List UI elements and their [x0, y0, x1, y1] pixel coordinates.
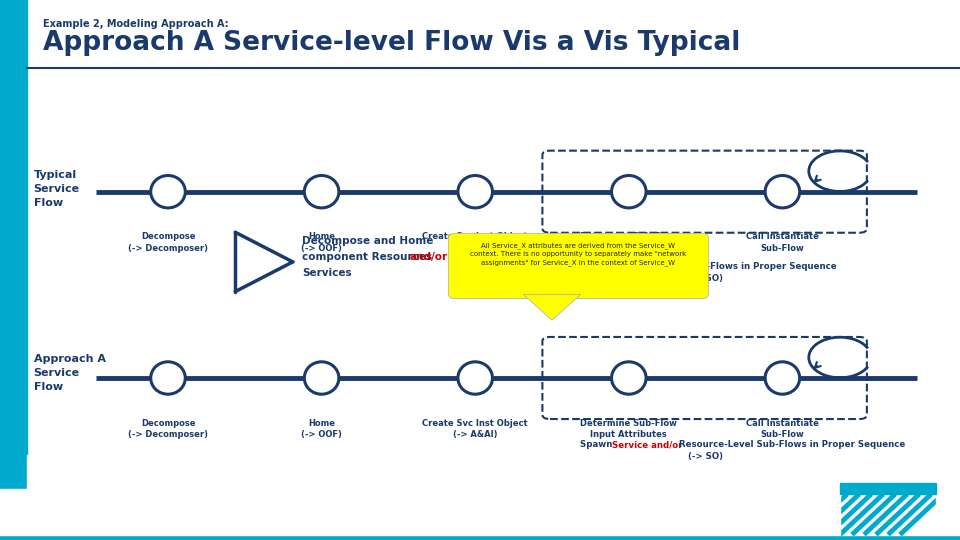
Ellipse shape [612, 362, 646, 394]
Ellipse shape [765, 176, 800, 208]
Bar [936, 489, 960, 535]
Text: Spawn Resource-Level Sub-Flows in Proper Sequence: Spawn Resource-Level Sub-Flows in Proper… [575, 262, 836, 271]
Text: Call Instantiate
Sub-Flow: Call Instantiate Sub-Flow [746, 418, 819, 439]
Text: Typical
Service
Flow: Typical Service Flow [34, 170, 80, 208]
Text: and/or: and/or [410, 252, 448, 262]
Text: Decompose
(-> Decomposer): Decompose (-> Decomposer) [128, 418, 208, 439]
Ellipse shape [151, 176, 185, 208]
Bar [840, 494, 936, 535]
Ellipse shape [304, 362, 339, 394]
Ellipse shape [765, 362, 800, 394]
Text: ■ THE: ■ THE [46, 506, 78, 515]
Text: Decompose and Home: Decompose and Home [302, 236, 434, 246]
Bar [27, 455, 960, 490]
Ellipse shape [151, 362, 185, 394]
Text: Call Instantiate
Sub-Flow: Call Instantiate Sub-Flow [746, 232, 819, 253]
Bar [0, 0, 27, 540]
Ellipse shape [458, 176, 492, 208]
Bar [840, 483, 936, 494]
Text: Determine Sub-Flow
Input Attributes: Determine Sub-Flow Input Attributes [581, 418, 677, 439]
Text: Home
(-> OOF): Home (-> OOF) [301, 418, 342, 439]
Ellipse shape [612, 176, 646, 208]
Text: Example 2, Modeling Approach A:: Example 2, Modeling Approach A: [43, 19, 228, 29]
Text: Spawn: Spawn [580, 440, 615, 449]
Text: Create Svc Inst Object
(-> A&AI): Create Svc Inst Object (-> A&AI) [422, 418, 528, 439]
Text: LINUX: LINUX [79, 506, 109, 515]
Text: Services: Services [302, 268, 352, 279]
Polygon shape [523, 294, 581, 320]
Text: Approach A
Service
Flow: Approach A Service Flow [34, 354, 106, 391]
Text: Decompose
(-> Decomposer): Decompose (-> Decomposer) [128, 232, 208, 253]
Bar [27, 490, 960, 540]
Ellipse shape [458, 362, 492, 394]
Text: Home
(-> OOF): Home (-> OOF) [301, 232, 342, 253]
Text: Service and/or: Service and/or [612, 440, 684, 449]
Text: component Resources: component Resources [302, 252, 436, 262]
Text: All Service_X attributes are derived from the Service_W
context. There is no opp: All Service_X attributes are derived fro… [470, 242, 686, 266]
Text: Approach A Service-level Flow Vis a Vis Typical: Approach A Service-level Flow Vis a Vis … [43, 30, 740, 56]
Ellipse shape [304, 176, 339, 208]
Text: Create Svc Inst Object
(-> A&AI): Create Svc Inst Object (-> A&AI) [422, 232, 528, 253]
FancyBboxPatch shape [448, 233, 708, 299]
Text: (-> SO): (-> SO) [688, 452, 723, 461]
Text: (-> SO): (-> SO) [688, 274, 723, 283]
Text: FOUNDATION: FOUNDATION [108, 506, 170, 515]
Text: Resource-Level Sub-Flows in Proper Sequence: Resource-Level Sub-Flows in Proper Seque… [676, 440, 905, 449]
Text: Determine Sub-Flow
Input Attributes: Determine Sub-Flow Input Attributes [581, 232, 677, 253]
Bar [0, 489, 840, 535]
